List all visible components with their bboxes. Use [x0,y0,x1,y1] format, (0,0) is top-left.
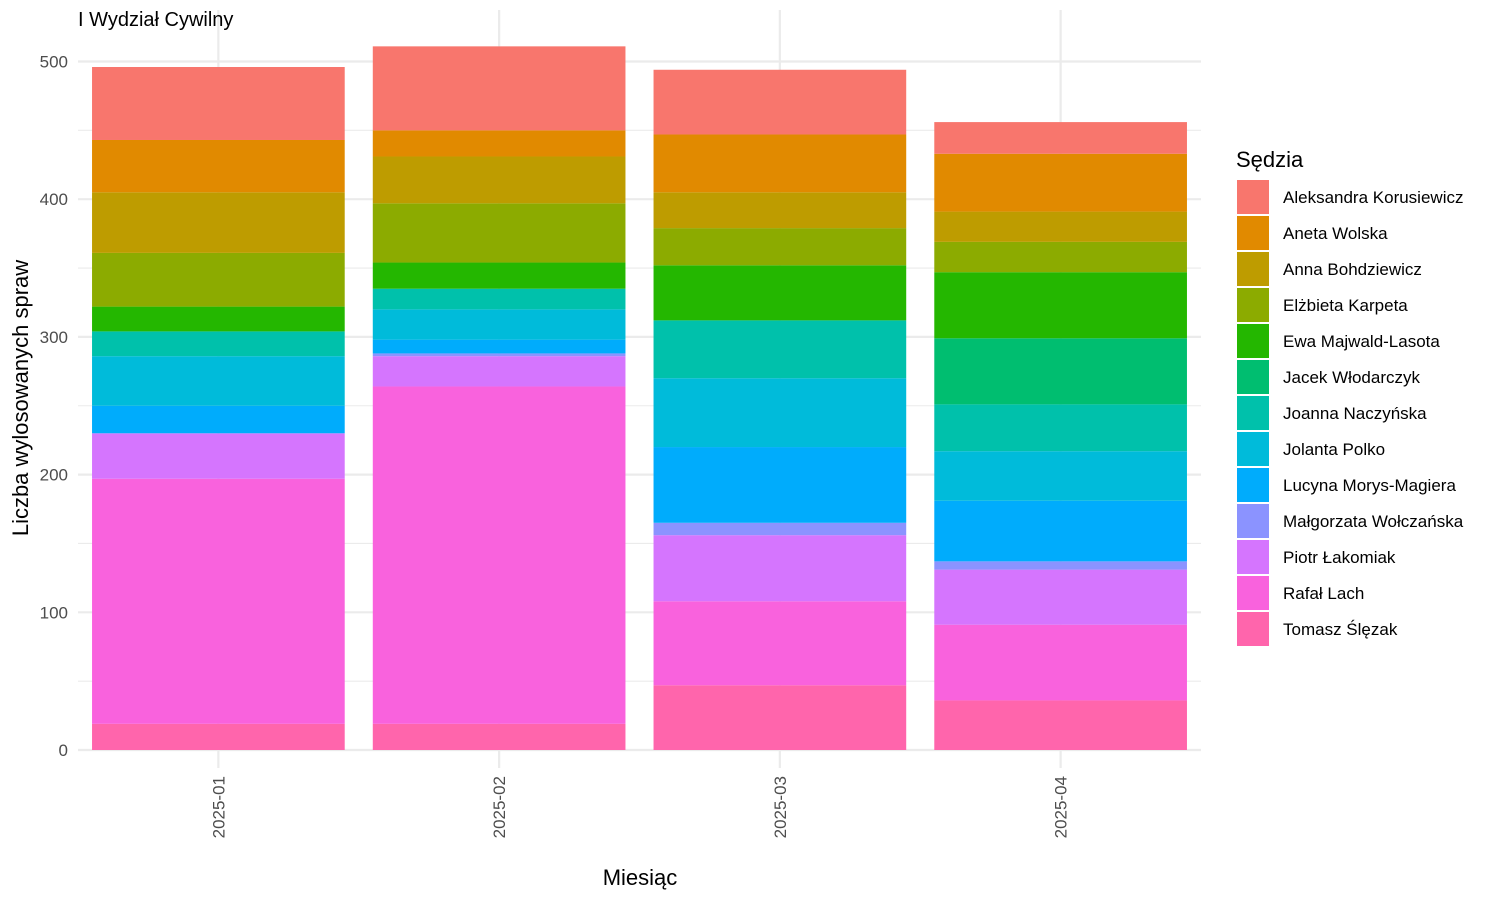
legend-key [1237,216,1269,250]
bar-segment [934,569,1187,625]
x-tick-label: 2025-01 [209,776,228,838]
legend-key [1237,324,1269,358]
bar-segment [92,252,345,307]
legend-key [1237,540,1269,574]
bar-segment [934,700,1187,750]
legend-label: Lucyna Morys-Magiera [1283,476,1456,495]
legend-key [1237,360,1269,394]
axis-layer: 0 100 200 300 400 500 2025-01 2025-02 2025-03 202… [40,53,1071,839]
bar-segment [934,272,1187,339]
legend-label: Piotr Łakomiak [1283,548,1396,567]
bar-segment [934,122,1187,154]
chart-title: I Wydział Cywilny [78,9,233,31]
y-tick-label: 200 [40,466,68,485]
legend-label: Ewa Majwald-Lasota [1283,332,1440,351]
bar-segment [653,522,907,536]
bar-segment [653,535,907,602]
bar-segment [372,46,626,131]
bar-segment [934,338,1187,405]
bar-segment [92,139,345,193]
y-tick-label: 400 [40,190,68,209]
legend-key [1237,396,1269,430]
bar-segment [653,378,907,448]
legend-label: Małgorzata Wołczańska [1283,512,1464,531]
bar-segment [653,601,907,686]
bar-segment [653,228,907,266]
legend-key [1237,252,1269,286]
legend-key [1237,288,1269,322]
y-tick-label: 300 [40,328,68,347]
bar-segment [92,331,345,357]
legend-key [1237,432,1269,466]
bar-segment [934,451,1187,501]
y-tick-label: 0 [59,741,68,760]
bar-segment [92,192,345,253]
bar-segment [92,723,345,750]
bar-segment [653,447,907,523]
x-tick-label: 2025-03 [771,776,790,838]
y-axis-title: Liczba wylosowanych spraw [8,260,33,536]
bar-segment [934,561,1187,570]
x-axis-title: Miesiąc [603,865,678,890]
bar-segment [372,203,626,263]
bar-segment [653,192,907,229]
bar-segment [372,339,626,354]
bar-segment [653,265,907,321]
x-tick-label: 2025-02 [490,776,509,838]
legend-key [1237,576,1269,610]
bar-segment [934,211,1187,242]
legend-label: Jacek Włodarczyk [1283,368,1420,387]
bar-segment [934,624,1187,701]
bar-segment [92,306,345,332]
legend-label: Elżbieta Karpeta [1283,296,1408,315]
legend-title: Sędzia [1236,147,1304,172]
bar-segment [372,356,626,387]
bar-segment [92,405,345,434]
bar-segment [372,723,626,750]
legend-key [1237,504,1269,538]
legend-label: Jolanta Polko [1283,440,1385,459]
bar-segment [92,356,345,406]
y-tick-label: 100 [40,603,68,622]
bar-segment [934,500,1187,562]
bar-segment [934,404,1187,452]
y-tick-label: 500 [40,53,68,72]
legend-key [1237,468,1269,502]
legend-label: Rafał Lach [1283,584,1364,603]
bar-segment [92,433,345,479]
bar-segment [372,262,626,289]
bar-segment [372,386,626,724]
bars-layer [92,46,1187,750]
legend-label: Aneta Wolska [1283,224,1388,243]
legend-label: Joanna Naczyńska [1283,404,1427,423]
legend-label: Aleksandra Korusiewicz [1283,188,1463,207]
legend-key [1237,180,1269,214]
bar-segment [653,685,907,750]
bar-segment [372,288,626,310]
bar-segment [934,153,1187,212]
x-tick-label: 2025-04 [1052,776,1071,838]
bar-segment [653,320,907,379]
bar-segment [372,309,626,340]
legend-label: Anna Bohdziewicz [1283,260,1422,279]
legend: Aleksandra Korusiewicz Aneta Wolska Anna B… [1237,180,1464,646]
bar-segment [934,241,1187,273]
bar-segment [92,67,345,140]
bar-segment [653,69,907,135]
legend-key [1237,612,1269,646]
bar-segment [372,353,626,357]
bar-segment [372,130,626,157]
bar-segment [653,134,907,193]
bar-segment [372,156,626,204]
legend-label: Tomasz Ślęzak [1283,620,1398,639]
bar-segment [92,478,345,724]
